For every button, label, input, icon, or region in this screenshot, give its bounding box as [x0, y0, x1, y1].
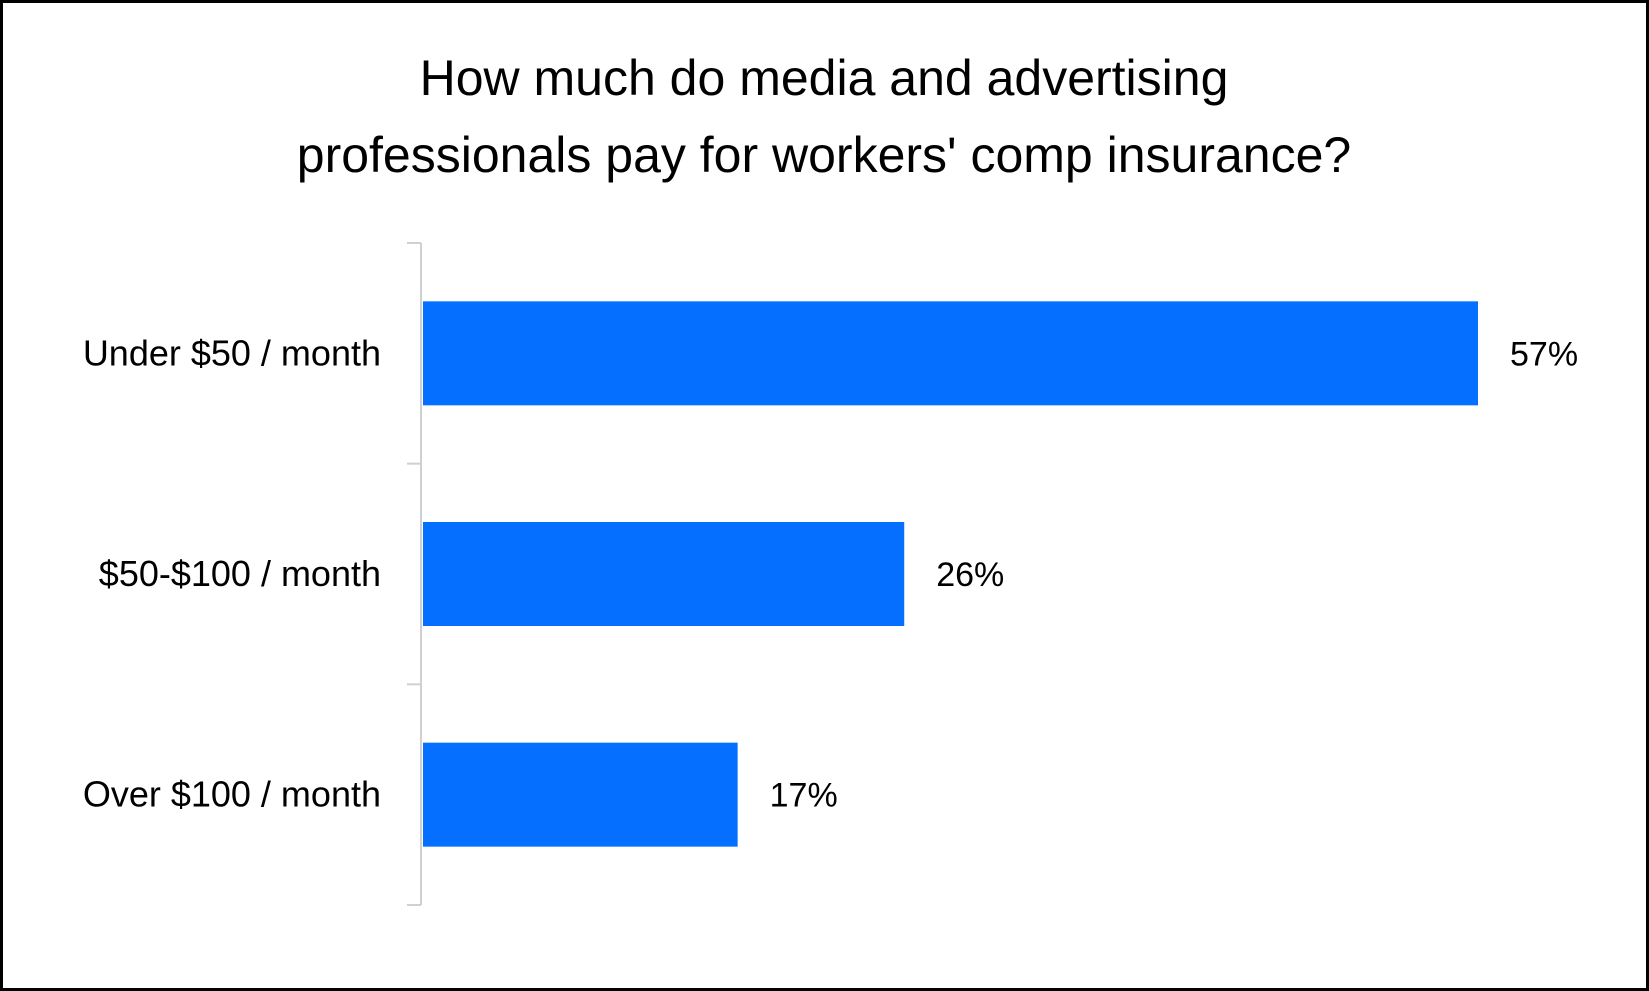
value-labels: 57% 26% 17%	[770, 335, 1578, 814]
data-label: 57%	[1510, 335, 1578, 373]
chart-title-line-1: How much do media and advertising	[420, 50, 1229, 106]
y-axis	[407, 242, 422, 906]
category-label: Over $100 / month	[83, 774, 381, 815]
category-labels: Under $50 / month $50-$100 / month Over $1…	[83, 332, 381, 814]
bar	[423, 522, 905, 626]
bars	[423, 301, 1478, 847]
chart-title-line-2: professionals pay for workers' comp insu…	[297, 127, 1351, 183]
category-label: $50-$100 / month	[99, 553, 381, 594]
data-label: 26%	[936, 556, 1004, 594]
category-label: Under $50 / month	[83, 332, 381, 373]
data-label: 17%	[770, 777, 838, 815]
bar	[423, 301, 1478, 406]
bar	[423, 742, 738, 847]
